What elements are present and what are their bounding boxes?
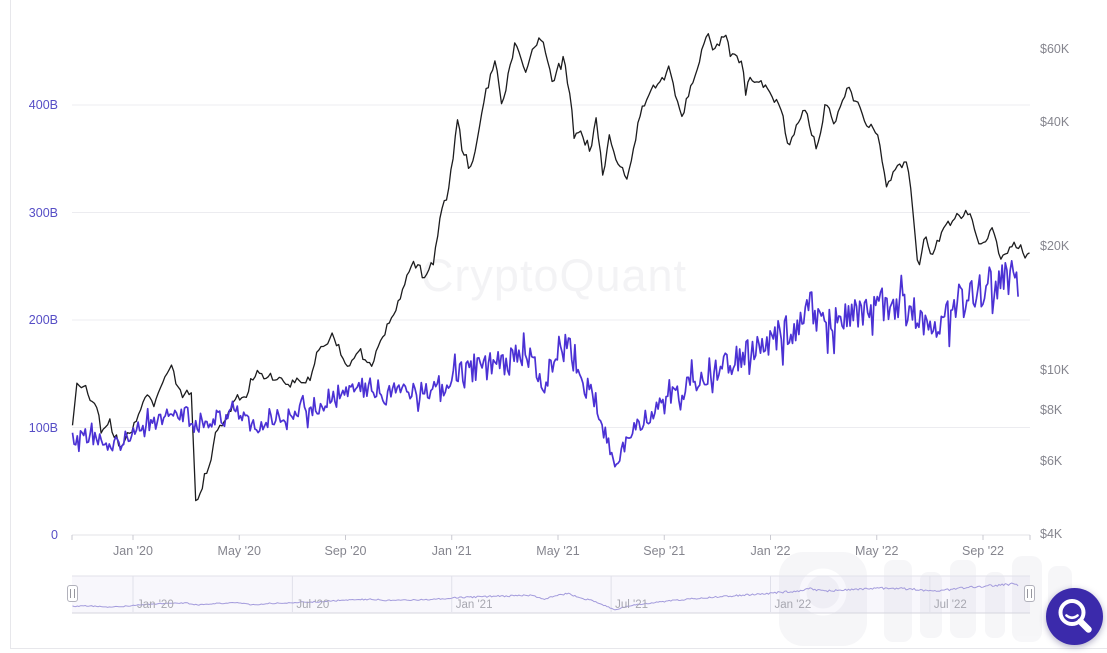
y-axis-right-tick-label: $4K [1040,526,1063,541]
y-axis-left-tick-label: 100B [28,420,58,435]
left-series-line [71,260,1019,468]
navigator-series-line [72,582,1019,611]
y-axis-right-tick-label: $6K [1040,453,1063,468]
cryptoquant-watermark: CryptoQuant [420,250,688,301]
navigator-handle-left[interactable] [67,585,78,602]
x-axis-tick-label: Jan '22 [750,544,791,558]
y-axis-left-tick-label: 400B [28,98,58,112]
y-axis-right-tick-label: $20K [1040,238,1070,253]
magnifier-smile-icon [1058,599,1092,633]
y-axis-left-tick-label: 300B [28,205,58,220]
x-axis-tick-label: Sep '21 [643,544,686,558]
grip-icon [70,589,75,598]
plot-area[interactable] [72,20,1030,535]
navigator-track[interactable] [72,575,1030,613]
y-axis-right-tick-label: $40K [1040,114,1070,129]
y-axis-right-tick-label: $60K [1040,41,1070,56]
panel-bottom-border [10,648,1107,649]
navigator-handle-right[interactable] [1024,585,1035,602]
navigator-tick-label: Jul '20 [296,599,330,611]
x-axis-tick-label: Sep '20 [324,544,367,558]
y-axis-left-tick-label: 0 [51,528,58,542]
panel-left-border [10,0,11,648]
x-axis-tick-label: May '21 [536,544,580,558]
grip-icon [1027,589,1032,598]
navigator-selected-range [72,576,1030,613]
x-axis-tick-label: May '20 [217,544,261,558]
x-axis-tick-label: May '22 [855,544,899,558]
y-axis-right-tick-label: $8K [1040,402,1063,417]
x-axis-tick-label: Jan '20 [113,544,153,558]
navigator-tick-label: Jul '21 [615,599,649,611]
navigator-tick-label: Jan '21 [455,599,493,611]
y-axis-right-tick-label: $10K [1040,362,1070,377]
y-axis-left-tick-label: 200B [28,313,58,327]
x-axis-tick-label: Sep '22 [961,544,1004,558]
magnifier-search-button[interactable] [1046,588,1103,645]
navigator-tick-label: Jan '20 [137,599,174,611]
navigator-tick-label: Jan '22 [774,599,812,611]
x-axis-tick-label: Jan '21 [431,544,472,558]
navigator-tick-label: Jul '22 [933,599,967,611]
